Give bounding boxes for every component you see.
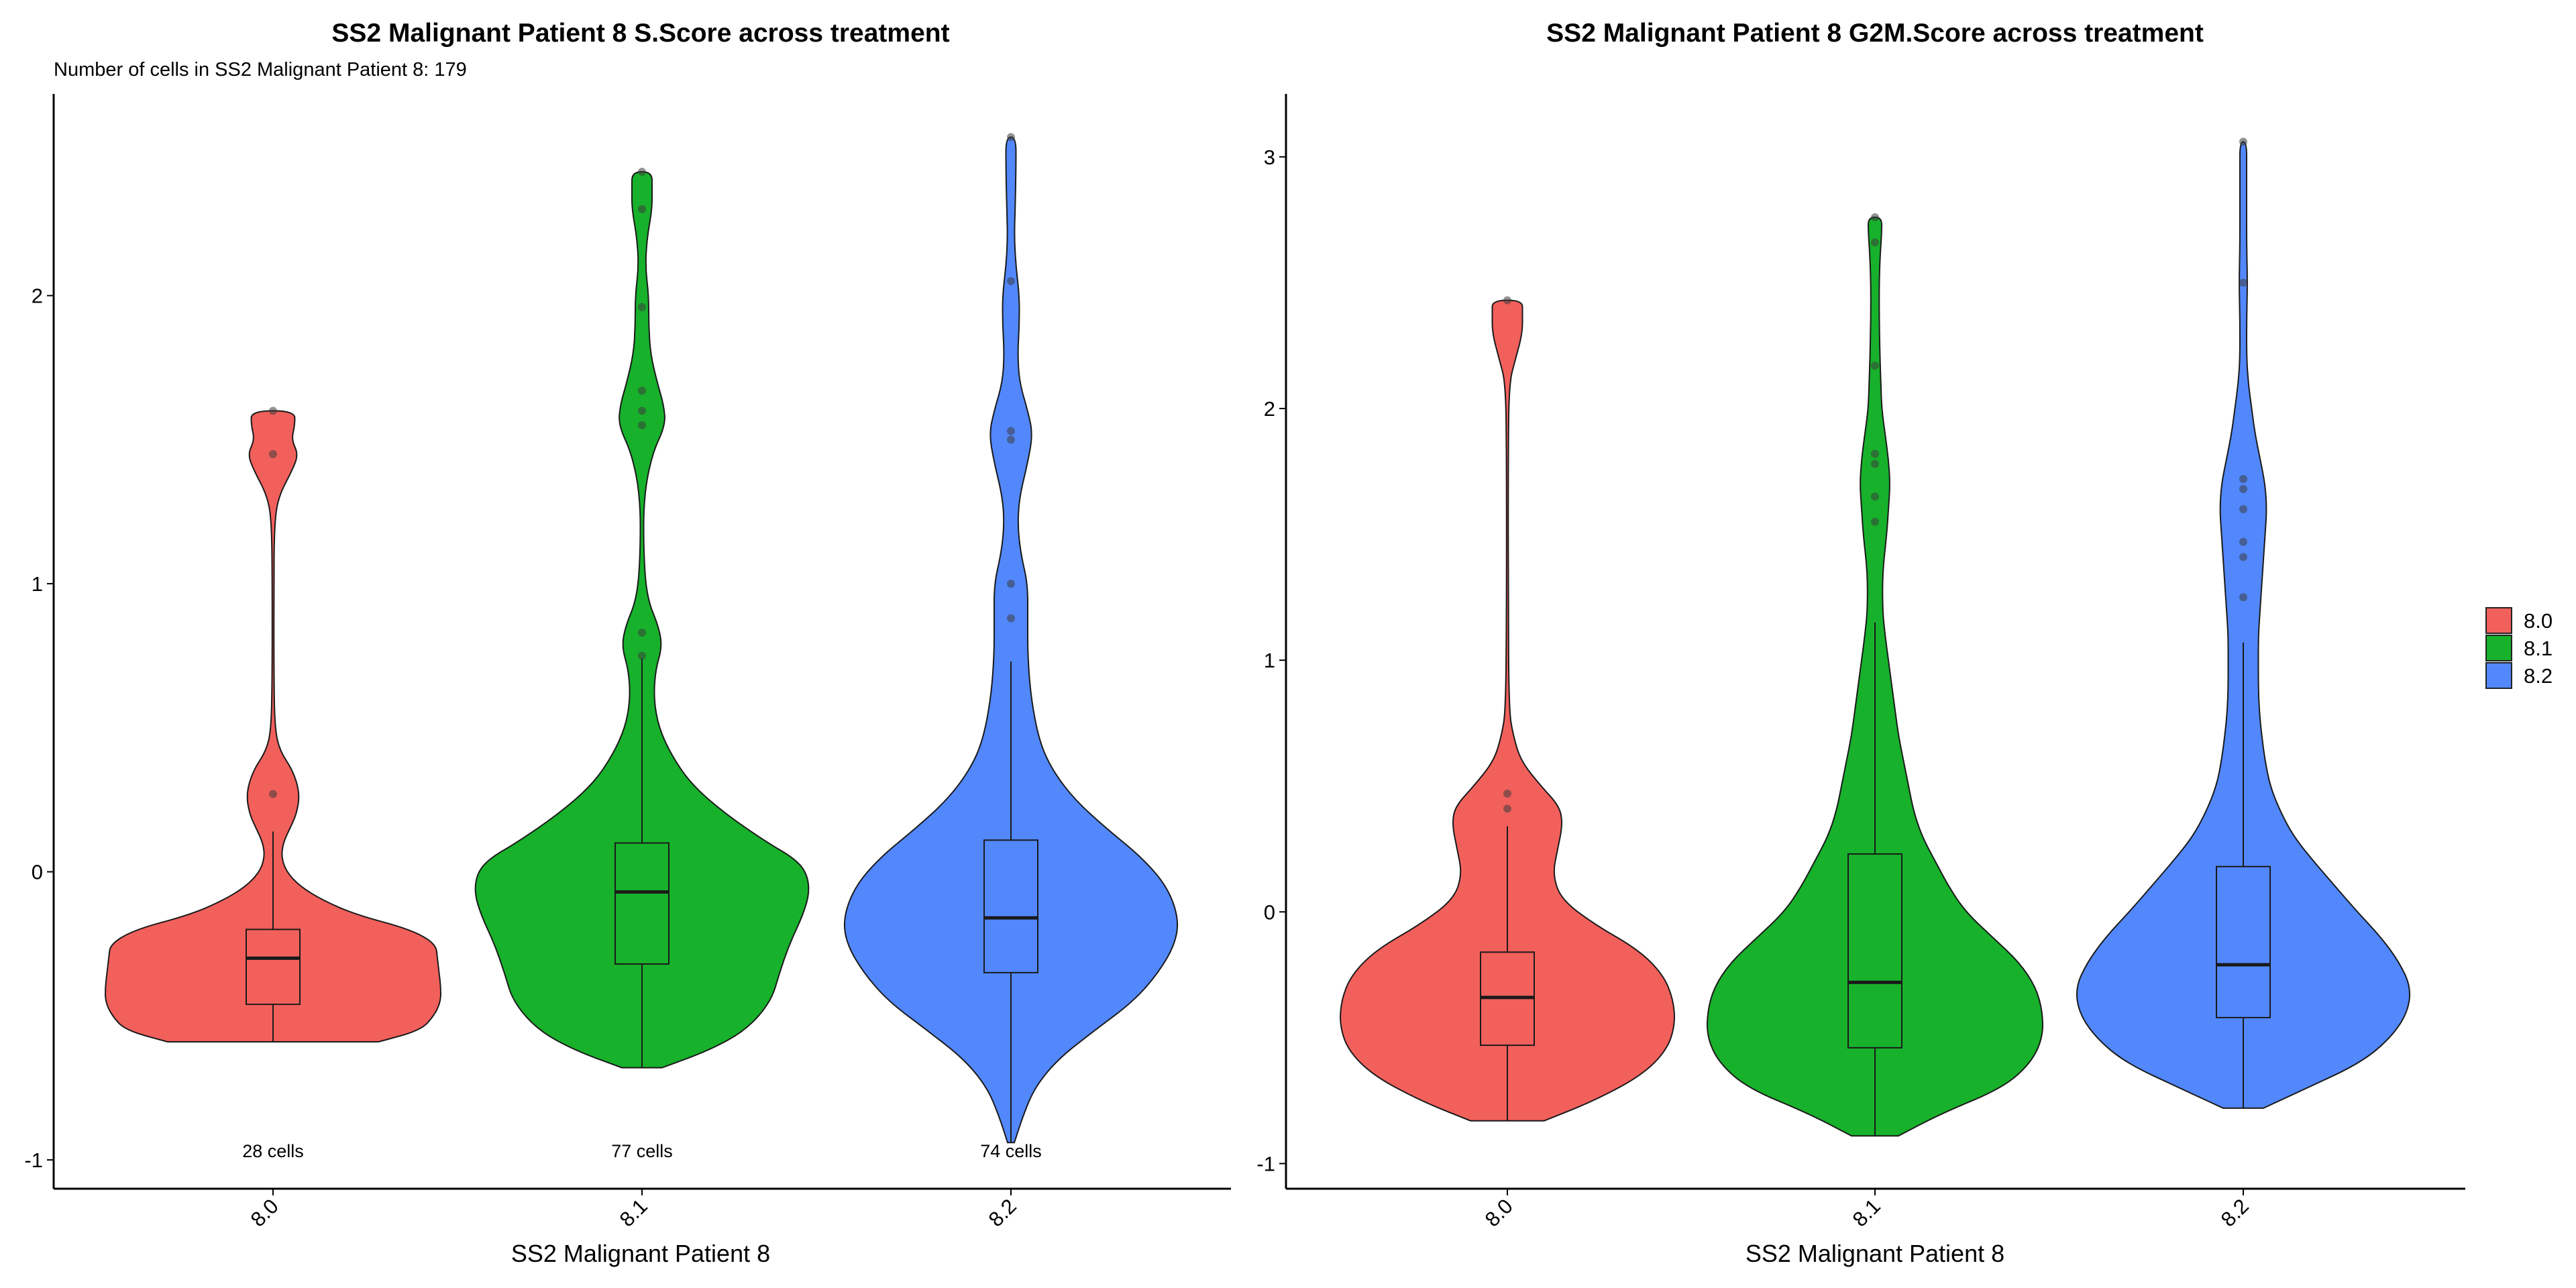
outlier-point [638,167,646,176]
y-tick-label: 1 [32,572,43,596]
violin-8.0 [104,410,442,1042]
outlier-point [2239,485,2247,494]
cell-count-label: 74 cells [980,1141,1042,1161]
outlier-point [2239,138,2247,146]
outlier-point [1503,789,1511,798]
legend-label: 8.2 [2524,664,2553,688]
outlier-point [2239,505,2247,514]
box-iqr [1847,853,1902,1049]
outlier-point [1871,449,1879,458]
x-axis-label: SS2 Malignant Patient 8 [511,1240,770,1267]
chart-subtitle: Number of cells in SS2 Malignant Patient… [54,59,467,80]
outlier-point [1871,492,1879,501]
outlier-point [638,407,646,415]
outlier-point [2239,553,2247,561]
x-tick-label: 8.1 [1848,1194,1885,1231]
outlier-point [638,386,646,395]
outlier-point [638,205,646,213]
legend-swatch [2485,607,2512,634]
legend-label: 8.0 [2524,609,2553,633]
x-tick-label: 8.0 [246,1194,283,1231]
outlier-point [1007,133,1015,142]
y-tick-labels: -1 0 1 2 3 [1256,146,1275,1176]
y-tick-label: 2 [1264,397,1275,421]
legend-swatch [2485,635,2512,661]
violin-8.1 [474,170,810,1069]
chart-title: SS2 Malignant Patient 8 S.Score across t… [331,19,949,48]
legend: 8.0 8.1 8.2 [2485,607,2553,689]
y-tick-label: -1 [24,1148,43,1172]
outlier-point [638,629,646,637]
y-tick-labels: -1 0 1 2 [24,284,43,1172]
outlier-point [1871,460,1879,468]
panel-s-score: SS2 Malignant Patient 8 S.Score across t… [24,19,1231,1267]
box-iqr [246,928,301,1006]
boxes-group [1480,622,2271,1136]
x-tick-label: 8.2 [984,1194,1021,1231]
x-tick-label: 8.0 [1481,1194,1517,1231]
outlier-point [1007,614,1015,623]
outlier-point [638,421,646,429]
x-tick-label: 8.1 [615,1194,652,1231]
outlier-point [2239,278,2247,287]
outlier-point [2239,593,2247,602]
y-tick-label: 0 [1264,900,1275,924]
axes-group [1279,94,2465,1195]
outliers-group [269,133,1015,798]
outlier-point [1871,517,1879,526]
legend-label: 8.1 [2524,637,2553,660]
violin-8.0 [1340,299,1675,1122]
outlier-point [1007,427,1015,435]
outlier-point [1007,435,1015,444]
y-tick-label: 3 [1264,146,1275,169]
outlier-point [1871,362,1879,370]
x-tick-labels: 8.0 8.1 8.2 [1481,1194,2253,1231]
chart-title: SS2 Malignant Patient 8 G2M.Score across… [1546,19,2204,48]
outliers-group [1503,138,2247,813]
x-tick-label: 8.2 [2216,1194,2253,1231]
outlier-point [1503,804,1511,813]
outlier-point [1007,580,1015,588]
outlier-point [638,651,646,660]
outlier-point [2239,537,2247,546]
violins-group [104,136,1179,1144]
outlier-point [1871,213,1879,221]
outlier-point [1007,277,1015,286]
y-tick-label: 1 [1264,649,1275,672]
box-iqr [614,842,669,965]
outlier-point [2239,475,2247,484]
box-iqr [983,839,1038,973]
boxes-group [246,658,1038,1143]
outlier-point [269,790,277,798]
outlier-point [269,407,277,415]
y-tick-label: -1 [1256,1152,1275,1175]
cell-count-label: 77 cells [611,1141,673,1161]
legend-swatch [2485,662,2512,689]
box-iqr [2216,865,2271,1018]
x-tick-labels: 8.0 8.1 8.2 [246,1194,1021,1231]
axes-group [47,94,1231,1195]
outlier-point [269,449,277,458]
y-tick-label: 2 [32,284,43,308]
cell-counts-group: 28 cells 77 cells 74 cells [242,1141,1042,1161]
panel-g2m-score: SS2 Malignant Patient 8 G2M.Score across… [1256,19,2465,1267]
outlier-point [638,303,646,311]
y-tick-label: 0 [32,861,43,884]
cell-count-label: 28 cells [242,1141,304,1161]
x-axis-label: SS2 Malignant Patient 8 [1746,1240,2004,1267]
outlier-point [1871,238,1879,247]
outlier-point [1503,296,1511,305]
